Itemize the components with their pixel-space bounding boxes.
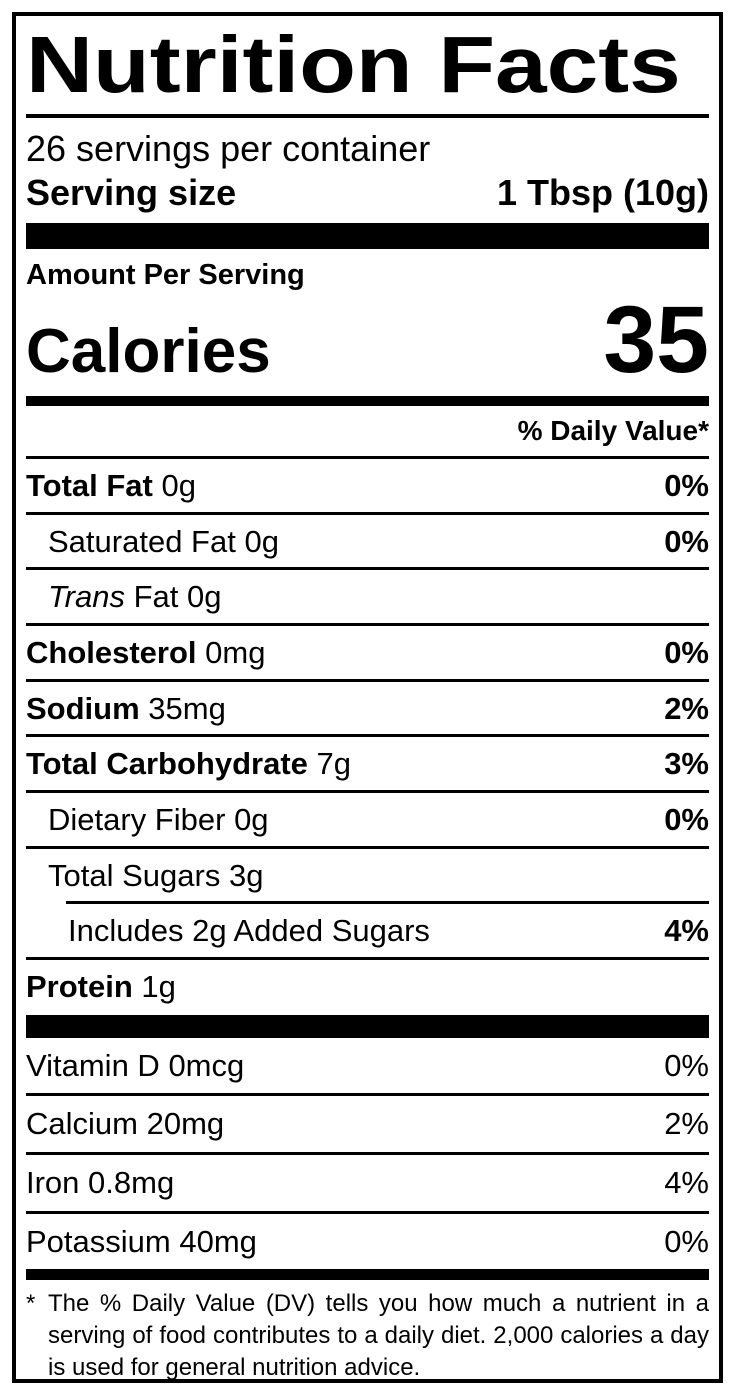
nutrient-dv: 2% xyxy=(664,690,709,726)
nutrient-name-text: Fat xyxy=(133,579,179,615)
nutrient-row-dietary-fiber: Dietary Fiber 0g 0% xyxy=(26,793,709,849)
footnote-text: The % Daily Value (DV) tells you how muc… xyxy=(48,1290,709,1382)
nutrient-name-text: Total Sugars xyxy=(48,857,221,893)
vitamin-name: Iron 0.8mg xyxy=(26,1165,174,1201)
vitamin-row-vitamin-d: Vitamin D 0mcg 0% xyxy=(26,1038,709,1097)
nutrient-name-bold: Cholesterol xyxy=(26,635,197,671)
vitamin-dv: 2% xyxy=(664,1106,709,1142)
section-divider-bar xyxy=(26,396,709,407)
nutrient-amount: 0g xyxy=(234,802,269,838)
vitamin-name-text: Vitamin D xyxy=(26,1047,160,1083)
nutrient-amount: 0g xyxy=(187,579,222,615)
nutrient-row-sodium: Sodium 35mg 2% xyxy=(26,682,709,738)
nutrient-name: Cholesterol 0mg xyxy=(26,635,265,671)
serving-size-value: 1 Tbsp (10g) xyxy=(496,171,709,213)
nutrient-amount: 0g xyxy=(244,523,279,559)
added-sugars-partial-divider xyxy=(66,901,709,905)
section-divider-bar xyxy=(26,222,709,249)
nutrient-row-protein: Protein 1g xyxy=(26,960,709,1013)
vitamin-dv: 4% xyxy=(664,1164,709,1200)
nutrient-name: Dietary Fiber 0g xyxy=(26,802,269,838)
nutrient-row-saturated-fat: Saturated Fat 0g 0% xyxy=(26,515,709,571)
nutrient-name: Sodium 35mg xyxy=(26,691,226,727)
nutrient-name: Total Sugars 3g xyxy=(26,858,263,894)
nutrient-name: Trans Fat 0g xyxy=(26,579,221,615)
nutrition-facts-label: Nutrition Facts 26 servings per containe… xyxy=(12,12,723,1383)
nutrient-dv: 0% xyxy=(664,802,709,838)
vitamin-amount: 0.8mg xyxy=(88,1164,175,1200)
calories-label: Calories xyxy=(26,316,271,386)
nutrient-dv: 0% xyxy=(664,635,709,671)
calories-value: 35 xyxy=(603,286,709,393)
footnote: * The % Daily Value (DV) tells you how m… xyxy=(26,1288,709,1382)
section-divider-bar xyxy=(26,1014,709,1038)
label-title: Nutrition Facts xyxy=(26,20,681,109)
vitamin-amount: 20mg xyxy=(146,1106,225,1142)
nutrient-dv: 0% xyxy=(664,523,709,559)
vitamin-name-text: Iron xyxy=(26,1164,80,1200)
vitamin-dv: 0% xyxy=(664,1047,709,1083)
vitamin-amount: 0mcg xyxy=(168,1047,245,1083)
title-divider xyxy=(26,113,709,118)
nutrient-amount: 0g xyxy=(161,468,196,504)
nutrient-name-bold: Total Fat xyxy=(26,468,153,504)
nutrient-name-text: Saturated Fat xyxy=(48,523,236,559)
footnote-asterisk: * xyxy=(26,1290,36,1318)
nutrient-amount: 35mg xyxy=(148,690,226,726)
daily-value-header: % Daily Value* xyxy=(26,406,709,460)
vitamin-row-potassium: Potassium 40mg 0% xyxy=(26,1214,709,1270)
serving-size-row: Serving size 1 Tbsp (10g) xyxy=(26,171,709,214)
nutrient-row-total-carbohydrate: Total Carbohydrate 7g 3% xyxy=(26,737,709,794)
section-divider-bar xyxy=(26,1269,709,1281)
serving-size-label: Serving size xyxy=(26,171,237,213)
calories-row: Calories 35 xyxy=(26,286,709,393)
nutrient-name: Includes 2g Added Sugars xyxy=(26,913,430,949)
nutrient-row-total-sugars: Total Sugars 3g xyxy=(26,849,709,902)
vitamin-name: Calcium 20mg xyxy=(26,1106,224,1142)
nutrient-dv: 0% xyxy=(664,468,709,504)
vitamin-dv: 0% xyxy=(664,1223,709,1259)
nutrient-name: Saturated Fat 0g xyxy=(26,524,279,560)
nutrient-dv: 4% xyxy=(664,913,709,949)
nutrient-name: Total Fat 0g xyxy=(26,468,196,504)
nutrient-dv: 3% xyxy=(664,746,709,782)
nutrient-amount: 7g xyxy=(316,746,352,782)
nutrient-name-bold: Total Carbohydrate xyxy=(26,746,308,782)
nutrient-name: Protein 1g xyxy=(26,969,176,1005)
servings-per-container: 26 servings per container xyxy=(26,127,431,169)
nutrient-amount: 1g xyxy=(141,968,176,1004)
nutrient-name-text: Dietary Fiber xyxy=(48,802,226,838)
nutrient-amount: 3g xyxy=(228,857,264,893)
nutrient-name-bold: Protein xyxy=(26,968,133,1004)
vitamin-name-text: Potassium xyxy=(26,1223,171,1259)
nutrient-name-bold: Sodium xyxy=(26,690,140,726)
nutrient-name-text: Includes 2g Added Sugars xyxy=(68,913,430,949)
amount-per-serving-label: Amount Per Serving xyxy=(26,258,305,291)
nutrient-row-total-fat: Total Fat 0g 0% xyxy=(26,459,709,515)
vitamin-name: Potassium 40mg xyxy=(26,1224,257,1260)
vitamin-name: Vitamin D 0mcg xyxy=(26,1048,244,1084)
vitamin-name-text: Calcium xyxy=(26,1106,138,1142)
nutrient-row-added-sugars: Includes 2g Added Sugars 4% xyxy=(26,904,709,960)
nutrient-name: Total Carbohydrate 7g xyxy=(26,746,351,782)
nutrient-row-trans-fat: Trans Fat 0g xyxy=(26,570,709,627)
vitamin-amount: 40mg xyxy=(179,1223,257,1259)
vitamin-row-calcium: Calcium 20mg 2% xyxy=(26,1096,709,1155)
nutrient-row-cholesterol: Cholesterol 0mg 0% xyxy=(26,626,709,682)
nutrient-name-italic: Trans xyxy=(48,579,125,615)
nutrient-amount: 0mg xyxy=(205,635,266,671)
vitamin-row-iron: Iron 0.8mg 4% xyxy=(26,1155,709,1214)
